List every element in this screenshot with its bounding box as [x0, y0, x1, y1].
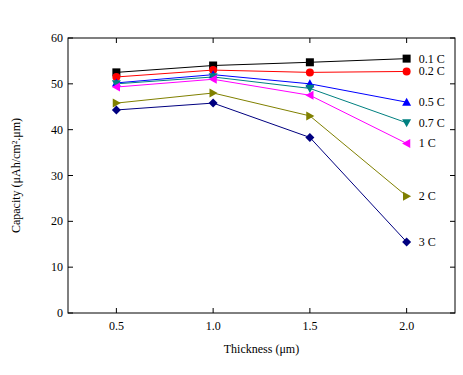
x-tick-top	[116, 38, 117, 43]
y-tick	[68, 38, 73, 39]
series-marker	[402, 119, 411, 127]
x-tick-label: 1.5	[302, 319, 317, 333]
series-marker	[402, 98, 411, 106]
x-axis-label: Thickness (μm)	[224, 342, 299, 356]
series-line	[116, 103, 406, 242]
series-line	[116, 93, 406, 196]
x-tick	[309, 308, 310, 313]
y-tick	[68, 175, 73, 176]
series-marker	[306, 68, 314, 76]
x-tick-label: 0.5	[109, 319, 124, 333]
y-tick	[68, 129, 73, 130]
y-tick-right	[450, 267, 455, 268]
y-axis-label: Capacity (μAh/cm².μm)	[9, 118, 23, 233]
x-tick-top	[406, 38, 407, 43]
series-marker	[306, 111, 314, 120]
y-tick-label: 0	[57, 306, 63, 320]
series-line	[116, 75, 406, 103]
series-marker	[306, 58, 314, 66]
y-tick-label: 60	[51, 31, 63, 45]
y-tick-right	[450, 83, 455, 84]
series-marker	[403, 192, 411, 201]
series-marker	[209, 99, 218, 108]
y-tick-right	[450, 175, 455, 176]
y-tick-label: 30	[51, 169, 63, 183]
series-marker	[305, 91, 313, 100]
series-marker	[112, 105, 121, 114]
y-tick-label: 10	[51, 260, 63, 274]
y-tick-right	[450, 221, 455, 222]
y-tick	[68, 221, 73, 222]
series-marker	[403, 67, 411, 75]
y-tick-label: 20	[51, 214, 63, 228]
y-tick-label: 50	[51, 77, 63, 91]
series-label: 1 C	[419, 136, 436, 150]
x-tick-top	[213, 38, 214, 43]
series-marker	[403, 55, 411, 63]
chart: 0 10 20 30 40 50 60 0.5 1.0 1.5 2.0 Thickness (μm) C…	[0, 0, 463, 375]
series-line	[116, 79, 406, 143]
y-tick-right	[450, 129, 455, 130]
series-marker	[209, 75, 217, 84]
series-label: 0.5 C	[419, 95, 445, 109]
series-label: 3 C	[419, 235, 436, 249]
series-marker	[402, 237, 411, 246]
series-marker	[210, 89, 218, 98]
x-tick	[116, 308, 117, 313]
series-marker	[402, 139, 410, 148]
series-label: 0.2 C	[419, 64, 445, 78]
plot-area	[112, 55, 411, 247]
series-marker	[112, 83, 120, 92]
series-line	[116, 59, 406, 73]
x-tick	[406, 308, 407, 313]
series-marker	[305, 133, 314, 142]
y-tick	[68, 83, 73, 84]
x-tick	[213, 308, 214, 313]
y-tick	[68, 267, 73, 268]
y-tick-right	[450, 313, 455, 314]
series-line	[116, 70, 406, 77]
series-label: 2 C	[419, 189, 436, 203]
y-tick-label: 40	[51, 123, 63, 137]
x-tick-label: 1.0	[206, 319, 221, 333]
x-tick-top	[309, 38, 310, 43]
plot-frame	[68, 38, 455, 313]
series-label: 0.7 C	[419, 116, 445, 130]
x-tick-label: 2.0	[399, 319, 414, 333]
y-tick-right	[450, 38, 455, 39]
y-tick	[68, 313, 73, 314]
